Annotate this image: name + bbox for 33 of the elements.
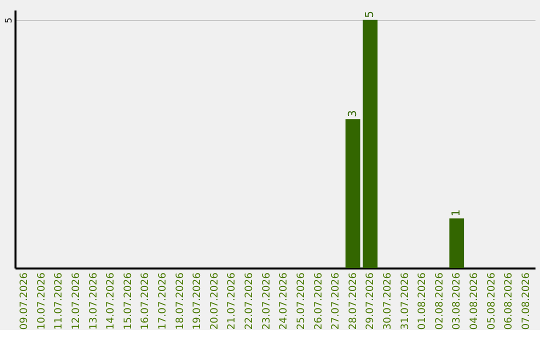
x-tick-label: 17.07.2026 [158,272,169,330]
x-tick-label: 04.08.2026 [469,272,480,330]
data-label: 5 [363,10,376,18]
data-label: 1 [450,209,463,216]
x-tick-label: 30.07.2026 [382,272,394,330]
x-tick-label: 23.07.2026 [261,272,272,330]
x-tick-label: 01.08.2026 [417,272,428,330]
x-tick-label: 22.07.2026 [244,272,256,330]
x-tick-label: 10.07.2026 [36,272,48,330]
x-tick-label: 03.08.2026 [452,272,463,330]
x-tick-label: 20.07.2026 [209,272,220,330]
data-label: 3 [346,110,359,118]
x-tick-label: 28.07.2026 [348,272,359,330]
x-tick-label: 26.07.2026 [313,272,324,330]
x-tick-label: 15.07.2026 [122,272,134,330]
x-tick-label: 14.07.2026 [106,272,117,330]
x-tick-label: 07.08.2026 [520,272,532,330]
x-tick-label: 27.07.2026 [330,272,342,330]
x-tick-label: 02.08.2026 [434,272,446,330]
x-tick-label: 11.07.2026 [54,272,65,330]
x-tick-label: 13.07.2026 [88,272,100,330]
x-tick-label: 16.07.2026 [140,272,152,330]
x-tick-label: 31.07.2026 [400,272,411,330]
x-tick-label: 29.07.2026 [365,272,376,330]
x-tick-label: 18.07.2026 [174,272,186,330]
x-tick-label: 06.08.2026 [504,272,515,330]
x-tick-label: 21.07.2026 [226,272,238,330]
x-tick-label: 05.08.2026 [486,272,498,330]
x-tick-label: 25.07.2026 [296,272,307,330]
x-tick-label: 19.07.2026 [192,272,204,330]
x-tick-label: 12.07.2026 [71,272,82,330]
x-tick-label: 24.07.2026 [278,272,290,330]
x-tick-label: 09.07.2026 [19,272,30,330]
